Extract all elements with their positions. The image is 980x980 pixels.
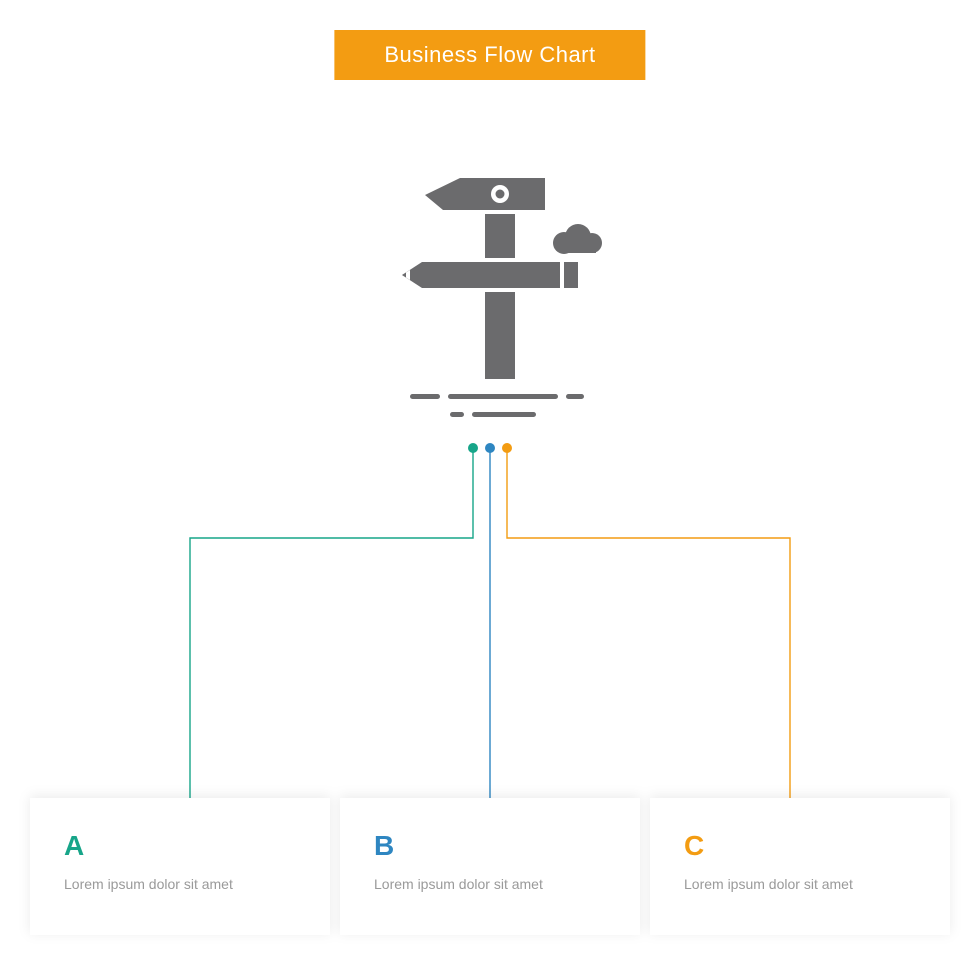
card-text: Lorem ipsum dolor sit amet — [374, 874, 606, 895]
hammer-pencil-cloud-icon — [340, 170, 640, 435]
info-card: B Lorem ipsum dolor sit amet — [340, 798, 640, 935]
card-row: A Lorem ipsum dolor sit amet B Lorem ipsum … — [0, 798, 980, 935]
info-card: A Lorem ipsum dolor sit amet — [30, 798, 330, 935]
card-letter: C — [684, 830, 916, 862]
card-letter: A — [64, 830, 296, 862]
connector-lines — [0, 440, 980, 800]
chart-title: Business Flow Chart — [334, 30, 645, 80]
card-letter: B — [374, 830, 606, 862]
card-text: Lorem ipsum dolor sit amet — [684, 874, 916, 895]
info-card: C Lorem ipsum dolor sit amet — [650, 798, 950, 935]
card-text: Lorem ipsum dolor sit amet — [64, 874, 296, 895]
